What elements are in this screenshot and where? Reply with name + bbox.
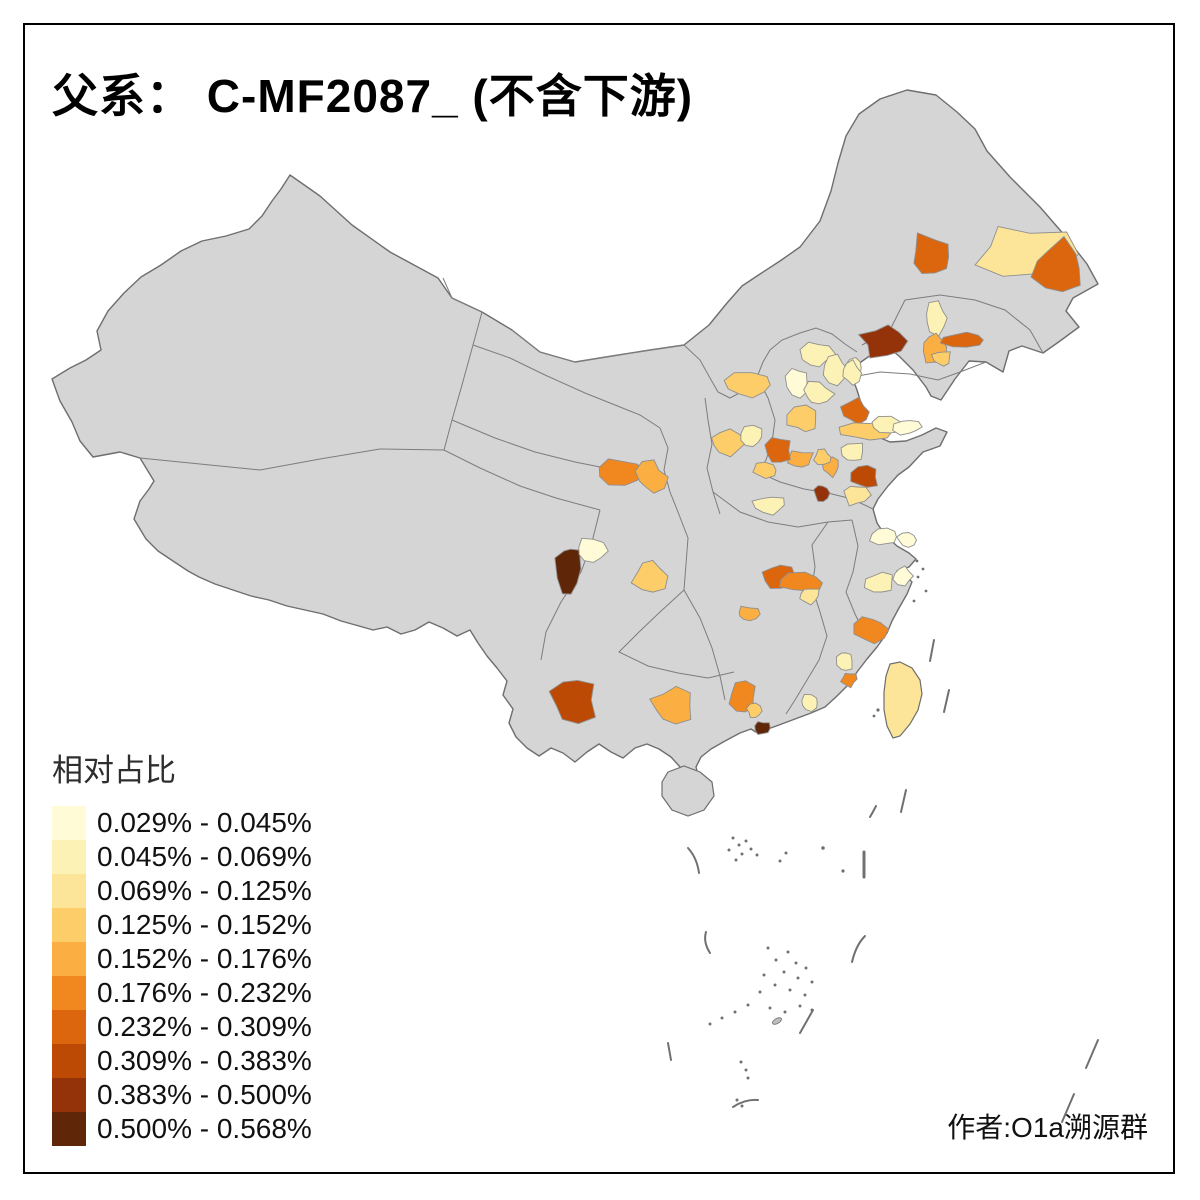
legend-row: 0.309% - 0.383% — [52, 1044, 312, 1078]
map-region — [799, 341, 837, 368]
map-region — [892, 565, 915, 587]
legend-swatch — [52, 1010, 86, 1044]
map-region — [913, 232, 950, 275]
legend-swatch — [52, 806, 86, 840]
legend-label: 0.383% - 0.500% — [97, 1079, 312, 1110]
map-region — [554, 548, 582, 595]
map-region — [754, 721, 771, 735]
map-region — [799, 588, 820, 606]
map-region — [751, 496, 785, 516]
legend-row: 0.029% - 0.045% — [52, 806, 312, 840]
map-region — [738, 605, 761, 622]
map-region — [812, 448, 832, 466]
map-region — [863, 571, 893, 593]
map-region — [740, 424, 763, 448]
map-region — [839, 672, 858, 689]
taiwan-island — [883, 661, 923, 739]
map-region — [548, 679, 596, 725]
legend-row: 0.152% - 0.176% — [52, 942, 312, 976]
map-region — [578, 537, 609, 563]
attribution: 作者:O1a溯源群 — [947, 1112, 1148, 1143]
map-region — [813, 485, 831, 502]
sea-islets — [708, 559, 928, 1108]
hainan-island — [661, 765, 715, 817]
legend-swatch — [52, 942, 86, 976]
highlighted-regions — [548, 225, 1081, 735]
legend-label: 0.045% - 0.069% — [97, 841, 312, 872]
legend-label: 0.029% - 0.045% — [97, 807, 312, 838]
map-region — [892, 420, 923, 436]
legend-rows: 0.029% - 0.045% 0.045% - 0.069% 0.069% - 0… — [52, 806, 312, 1146]
nine-dash-line-segments — [667, 639, 1099, 1123]
legend-swatch — [52, 1044, 86, 1078]
map-region — [801, 693, 818, 713]
legend-label: 0.125% - 0.152% — [97, 909, 312, 940]
legend-label: 0.069% - 0.125% — [97, 875, 312, 906]
map-region — [649, 685, 692, 725]
map-region — [745, 702, 763, 719]
map-region — [840, 442, 863, 461]
map-region — [752, 461, 777, 479]
legend-row: 0.383% - 0.500% — [52, 1078, 312, 1112]
legend-swatch — [52, 908, 86, 942]
map-region — [857, 324, 909, 359]
province-borders — [139, 277, 1044, 715]
legend-swatch — [52, 1112, 86, 1146]
legend-row: 0.176% - 0.232% — [52, 976, 312, 1010]
legend-label: 0.176% - 0.232% — [97, 977, 312, 1008]
map-region — [939, 331, 984, 348]
legend-swatch — [52, 1078, 86, 1112]
map-region — [723, 372, 771, 399]
legend: 相对占比 0.029% - 0.045% 0.045% - 0.069% 0.069… — [52, 745, 312, 1146]
map-region — [868, 527, 897, 546]
map-region — [853, 616, 890, 645]
map-region — [1030, 235, 1081, 293]
legend-row: 0.125% - 0.152% — [52, 908, 312, 942]
map-region — [835, 652, 853, 671]
map-region — [822, 353, 849, 387]
map-region — [786, 404, 817, 433]
legend-label: 0.500% - 0.568% — [97, 1113, 312, 1144]
map-region — [843, 485, 872, 507]
map-region — [634, 459, 669, 494]
legend-label: 0.309% - 0.383% — [97, 1045, 312, 1076]
legend-row: 0.069% - 0.125% — [52, 874, 312, 908]
map-region — [926, 300, 948, 338]
legend-title: 相对占比 — [52, 753, 176, 788]
map-region — [598, 458, 648, 486]
page-title: 父系： C-MF2087_ (不含下游) — [52, 70, 694, 122]
map-region — [764, 437, 791, 463]
legend-row: 0.045% - 0.069% — [52, 840, 312, 874]
legend-row: 0.500% - 0.568% — [52, 1112, 312, 1146]
map-region — [784, 367, 808, 399]
legend-swatch — [52, 840, 86, 874]
legend-row: 0.232% - 0.309% — [52, 1010, 312, 1044]
map-region — [839, 396, 870, 425]
map-region — [896, 532, 918, 548]
map-region — [930, 351, 951, 367]
legend-swatch — [52, 874, 86, 908]
map-region — [630, 559, 669, 593]
map-region — [711, 428, 748, 458]
legend-swatch — [52, 976, 86, 1010]
map-region — [803, 380, 836, 405]
legend-label: 0.152% - 0.176% — [97, 943, 312, 974]
map-region — [850, 464, 878, 488]
legend-label: 0.232% - 0.309% — [97, 1011, 312, 1042]
map-region — [842, 359, 863, 386]
